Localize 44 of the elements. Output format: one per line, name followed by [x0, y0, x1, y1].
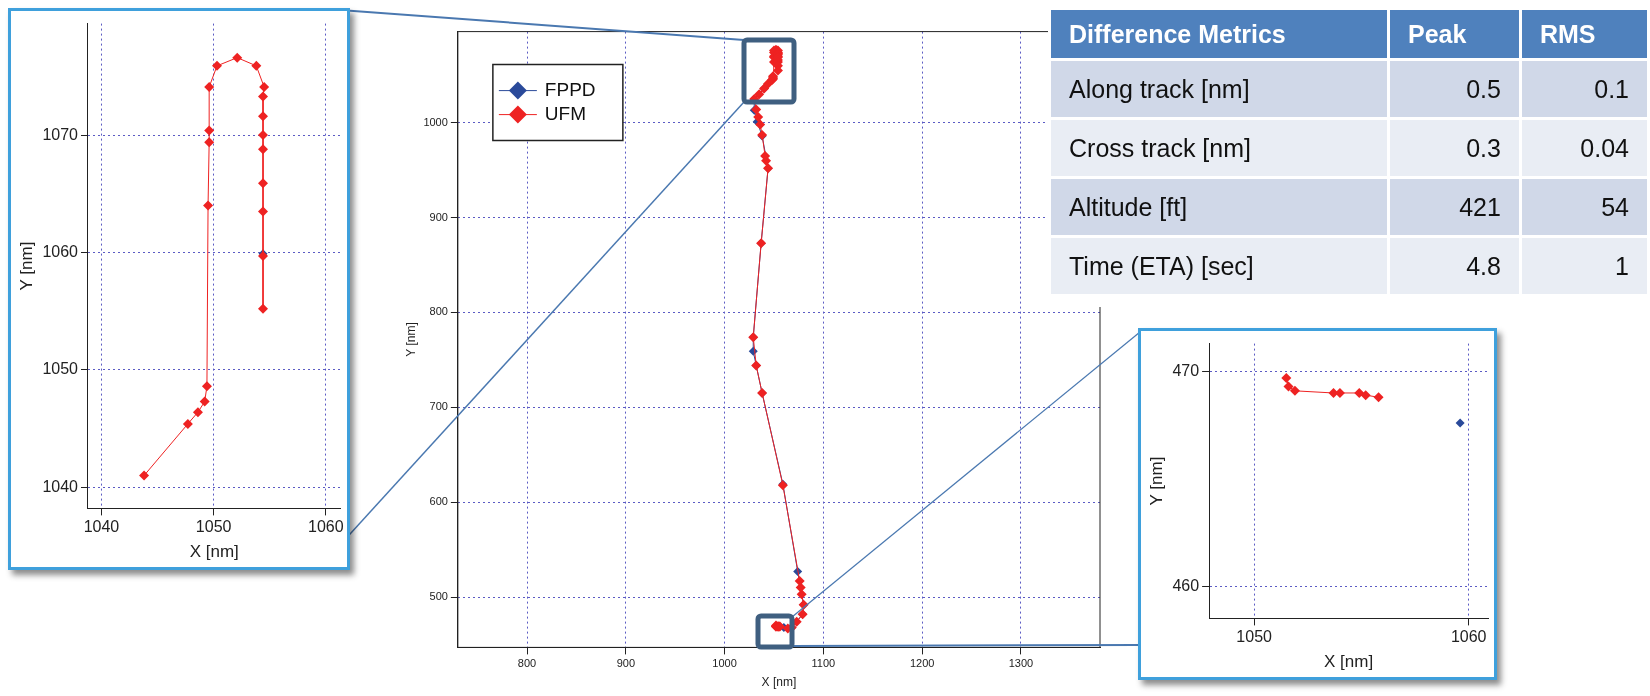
- legend-label: UFM: [544, 102, 587, 124]
- y-tick-label: 1040: [42, 477, 79, 495]
- y-tick-label: 470: [1172, 361, 1200, 379]
- x-tick-label: 900: [616, 657, 635, 670]
- data-label: 0.04: [1521, 120, 1647, 176]
- x-axis-title: X [nm]: [189, 542, 239, 562]
- x-axis-title: X [nm]: [1323, 652, 1374, 672]
- y-tick-label: 1000: [423, 115, 448, 128]
- legend-label: FPPD: [544, 78, 596, 100]
- x-tick-label: 1200: [909, 657, 935, 670]
- data-label: 54: [1521, 179, 1647, 235]
- series-label: RMS: [1538, 18, 1597, 50]
- y-axis-title: Y [nm]: [403, 322, 418, 357]
- x-tick-label: 1300: [1008, 657, 1034, 670]
- data-label: 0.5: [1390, 61, 1519, 117]
- category-label: Altitude [ft]: [1051, 179, 1387, 235]
- y-tick-label: 1050: [42, 360, 79, 378]
- x-tick-label: 1060: [308, 518, 344, 536]
- data-label: 4.8: [1390, 238, 1519, 294]
- y-tick-label: 460: [1172, 576, 1200, 594]
- x-tick-label: 1000: [712, 657, 737, 670]
- y-tick-label: 900: [429, 210, 448, 223]
- y-tick-label: 1070: [42, 125, 79, 143]
- data-label: 1: [1521, 238, 1647, 294]
- x-tick-label: 800: [517, 657, 537, 670]
- y-tick-label: 800: [429, 305, 448, 318]
- x-tick-label: 1100: [811, 657, 836, 670]
- x-tick-label: 1050: [195, 518, 232, 536]
- category-label: Along track [nm]: [1051, 61, 1387, 117]
- y-axis-title: Y [nm]: [16, 241, 36, 291]
- data-label: 0.3: [1390, 120, 1519, 176]
- category-label: Cross track [nm]: [1051, 120, 1387, 176]
- x-tick-label: 1040: [83, 518, 120, 536]
- y-tick-label: 600: [429, 495, 448, 508]
- y-tick-label: 1060: [42, 242, 79, 260]
- category-label: Time (ETA) [sec]: [1051, 238, 1387, 294]
- series-label: Peak: [1407, 18, 1468, 50]
- text: Difference Metrics: [1068, 18, 1287, 50]
- y-tick-label: 700: [429, 400, 448, 413]
- x-axis-title: X [nm]: [761, 675, 797, 690]
- data-label: 0.1: [1521, 61, 1647, 117]
- data-label: 421: [1390, 179, 1519, 235]
- y-axis-title: Y [nm]: [1146, 456, 1166, 506]
- y-tick-label: 500: [429, 590, 448, 603]
